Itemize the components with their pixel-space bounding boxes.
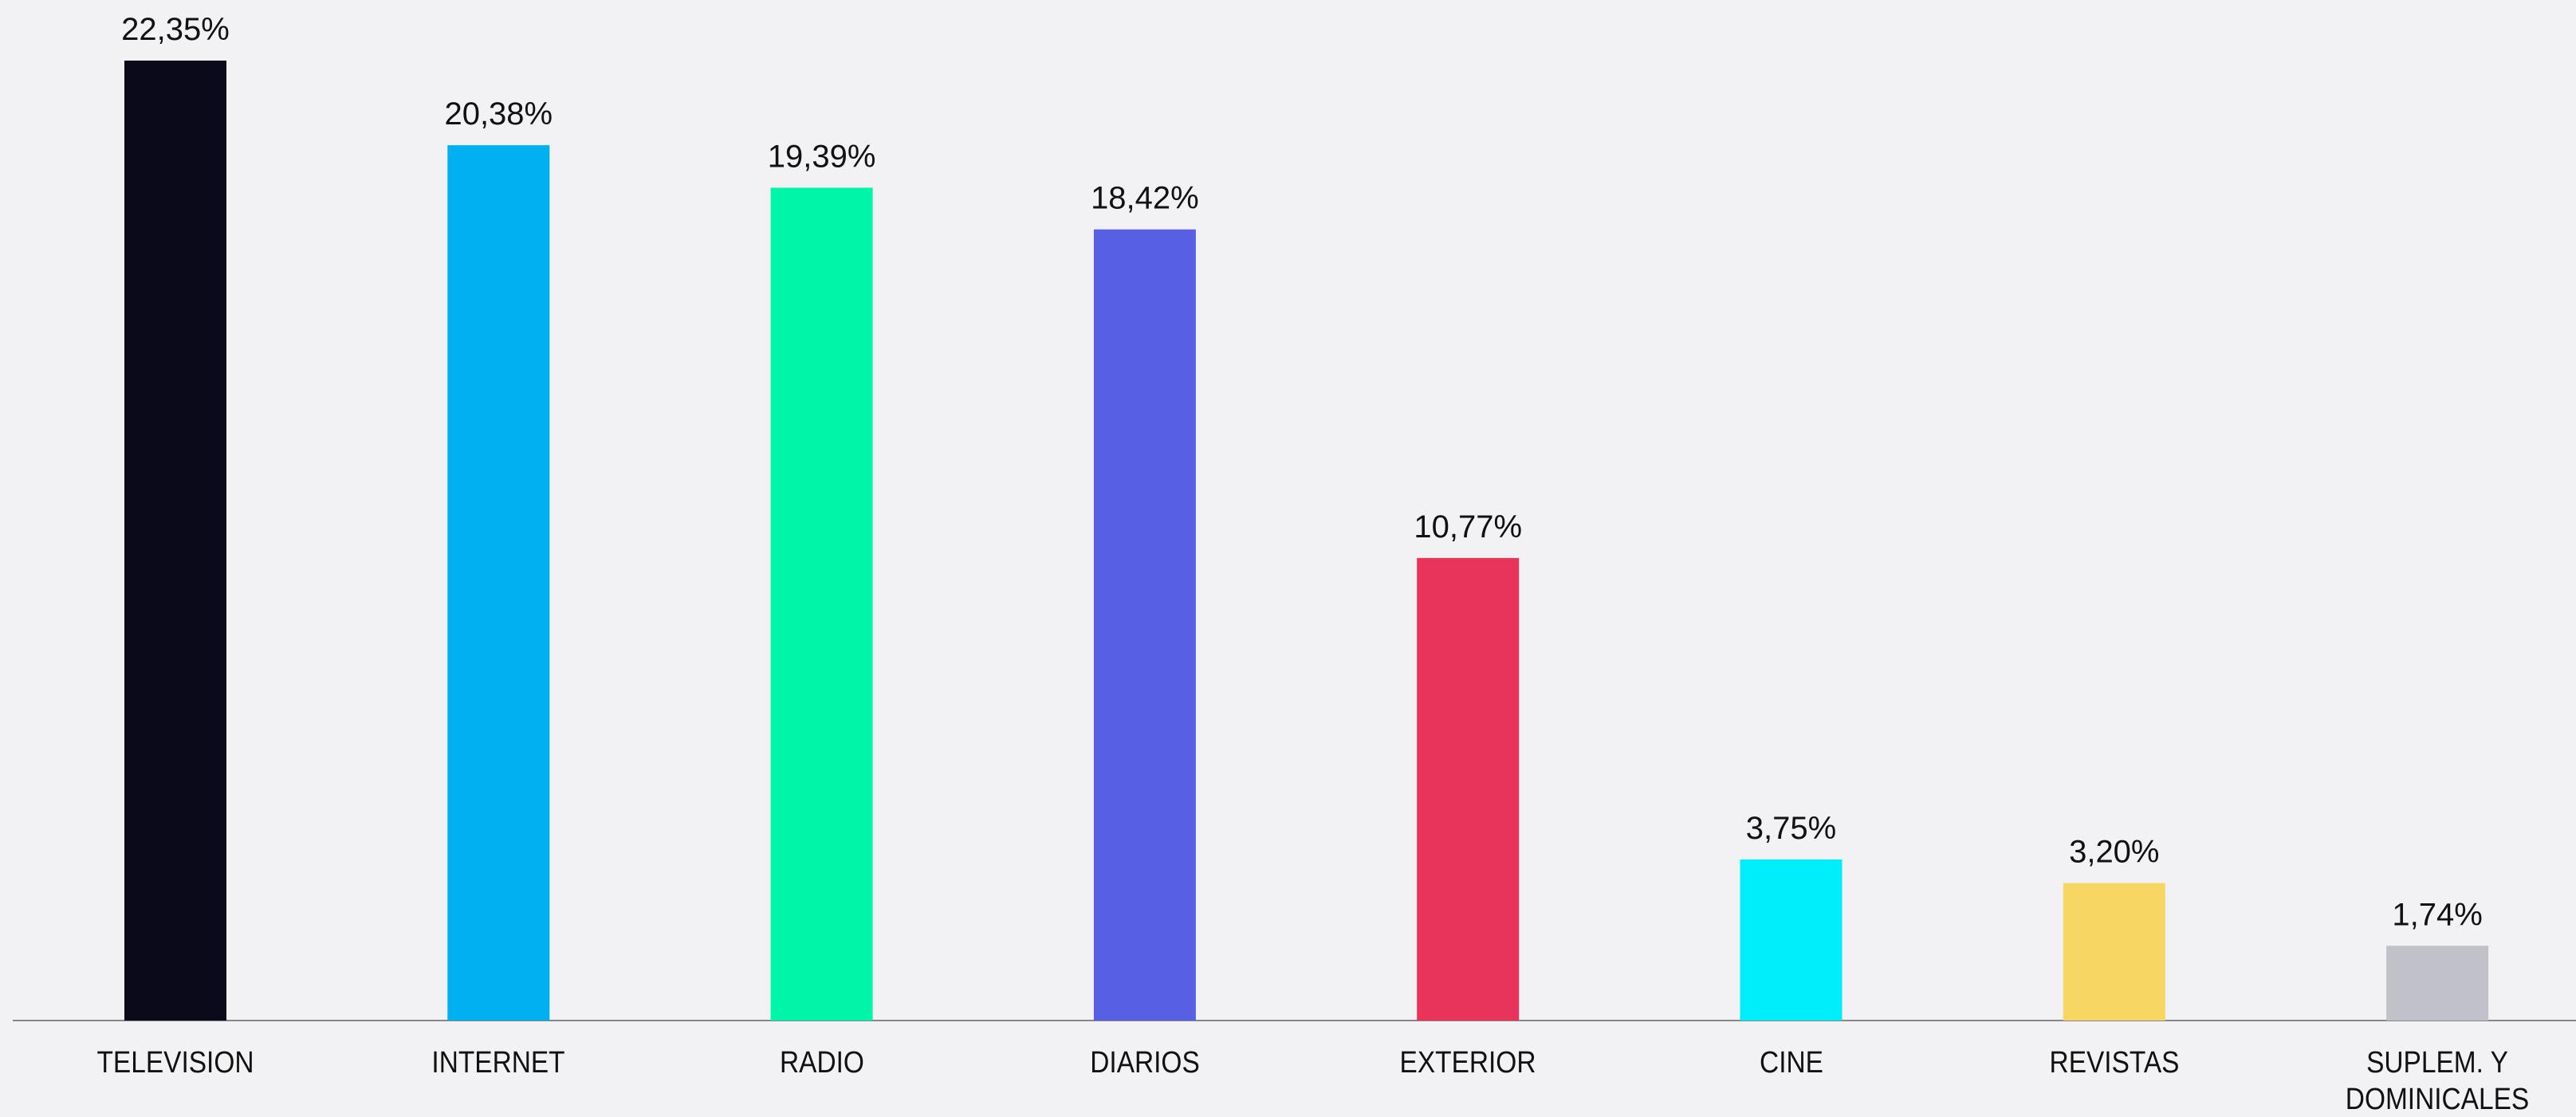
value-label: 18,42%	[1091, 181, 1199, 216]
bar	[1740, 859, 1843, 1021]
bar	[1417, 557, 1520, 1021]
category-label: REVISTAS	[2049, 1046, 2180, 1080]
category-label: TELEVISION	[96, 1046, 254, 1080]
bar	[770, 187, 873, 1021]
bar	[2063, 883, 2165, 1021]
value-label: 20,38%	[444, 96, 553, 132]
value-label: 10,77%	[1414, 509, 1522, 545]
value-label: 1,74%	[2392, 897, 2482, 932]
category-label: DIARIOS	[1090, 1046, 1200, 1080]
bar	[124, 61, 226, 1021]
value-label: 3,75%	[1746, 811, 1836, 846]
value-label: 22,35%	[121, 12, 230, 47]
bar	[447, 145, 550, 1021]
category-label: SUPLEM. Y DOMINICALES	[2345, 1046, 2530, 1116]
value-label: 19,39%	[768, 139, 876, 174]
category-label: RADIO	[779, 1046, 864, 1080]
category-label: EXTERIOR	[1399, 1046, 1536, 1080]
category-label: INTERNET	[431, 1046, 565, 1080]
category-label: CINE	[1759, 1046, 1823, 1080]
value-label: 3,20%	[2069, 835, 2159, 870]
bar	[2386, 946, 2489, 1021]
bar	[1093, 229, 1196, 1021]
